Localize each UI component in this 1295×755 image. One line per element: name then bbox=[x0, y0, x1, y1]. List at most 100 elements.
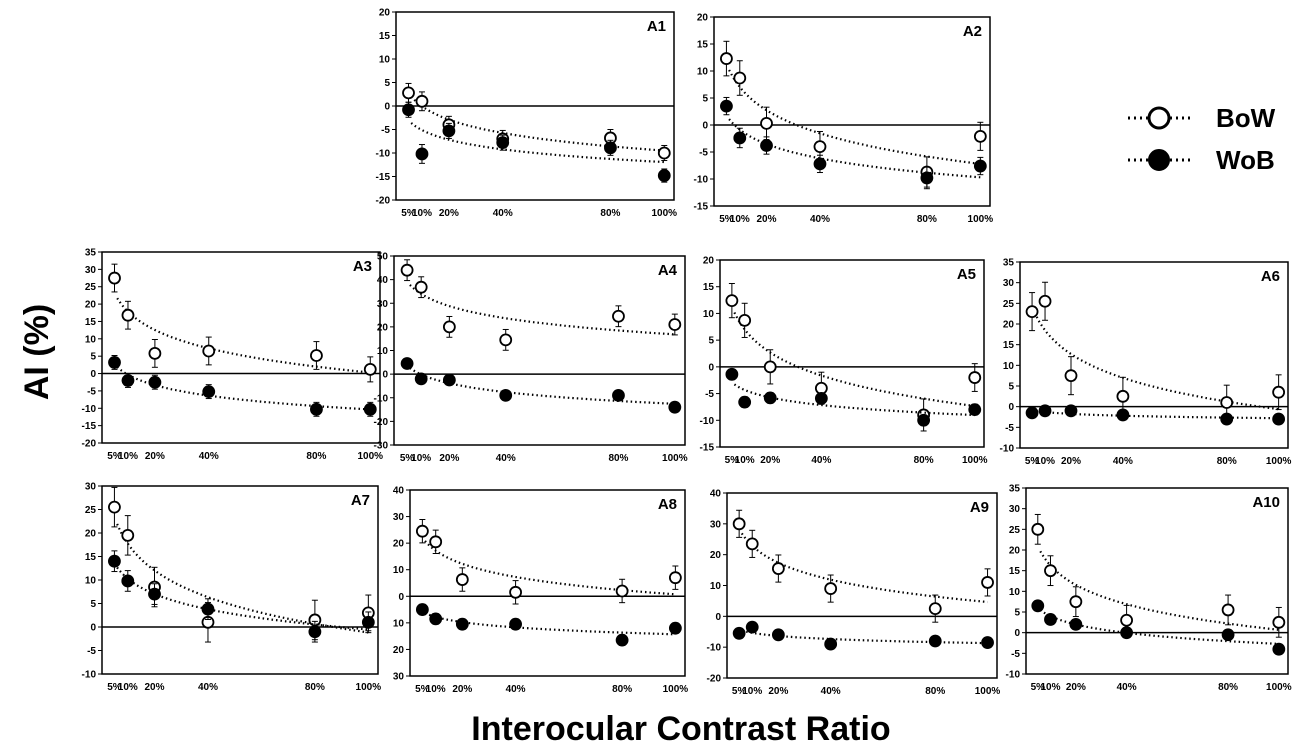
data-point-wob bbox=[310, 402, 323, 416]
data-point-wob bbox=[499, 388, 513, 402]
data-point-wob bbox=[1025, 406, 1039, 420]
data-point-wob bbox=[968, 403, 982, 417]
x-tick-label: 20% bbox=[1066, 682, 1086, 693]
x-tick-label: 5% bbox=[401, 208, 416, 219]
data-point-wob bbox=[668, 400, 682, 414]
data-point-wob bbox=[813, 157, 827, 171]
x-tick-label: 80% bbox=[306, 451, 326, 462]
trend-line-bow bbox=[1039, 550, 1279, 631]
x-tick-label: 80% bbox=[600, 208, 620, 219]
data-point-bow bbox=[1120, 613, 1133, 627]
y-tick-label: 40 bbox=[393, 486, 405, 497]
data-point-wob bbox=[415, 603, 429, 616]
data-point-wob bbox=[1044, 613, 1057, 626]
legend-marker-open-circle bbox=[1147, 106, 1171, 130]
panel-title: A4 bbox=[658, 262, 678, 279]
y-tick-label: 5 bbox=[90, 599, 96, 610]
x-tick-label: 10% bbox=[730, 214, 750, 225]
data-point-wob bbox=[108, 356, 121, 369]
y-tick-label: 25 bbox=[1003, 299, 1015, 310]
trend-line-bow bbox=[116, 297, 371, 374]
plot-frame bbox=[393, 255, 686, 446]
x-tick-label: 20% bbox=[439, 453, 459, 464]
data-point-bow bbox=[415, 94, 429, 108]
data-point-bow bbox=[442, 320, 456, 334]
y-tick-label: 20 bbox=[703, 256, 715, 267]
x-tick-label: 80% bbox=[608, 453, 628, 464]
x-tick-label: 100% bbox=[1266, 682, 1292, 693]
x-tick-label: 80% bbox=[917, 214, 937, 225]
data-point-wob bbox=[604, 141, 617, 155]
data-point-wob bbox=[1069, 618, 1083, 631]
legend-label-wob: WoB bbox=[1216, 145, 1275, 175]
data-point-bow bbox=[725, 294, 739, 308]
trend-line-wob bbox=[424, 612, 676, 636]
x-tick-label: 100% bbox=[357, 451, 383, 462]
trend-line-wob bbox=[410, 122, 665, 164]
data-point-wob bbox=[612, 388, 625, 402]
data-point-wob bbox=[148, 587, 161, 601]
data-point-bow bbox=[813, 140, 827, 154]
data-point-wob bbox=[361, 615, 375, 629]
trend-line-bow bbox=[733, 311, 975, 408]
y-tick-label: 20 bbox=[697, 13, 709, 24]
data-point-wob bbox=[928, 634, 942, 648]
data-point-bow bbox=[733, 71, 747, 85]
y-tick-label: 10 bbox=[393, 618, 405, 629]
trend-line-wob bbox=[116, 366, 371, 411]
y-tick-label: 15 bbox=[85, 552, 97, 563]
x-tick-label: 20% bbox=[452, 684, 472, 695]
x-tick-label: 100% bbox=[962, 455, 988, 466]
data-point-wob bbox=[720, 99, 733, 113]
data-point-bow bbox=[509, 585, 522, 599]
data-point-wob bbox=[738, 395, 752, 409]
data-point-bow bbox=[1044, 564, 1057, 578]
y-tick-label: 30 bbox=[1003, 278, 1015, 289]
x-tick-label: 10% bbox=[426, 684, 446, 695]
y-tick-label: -10 bbox=[82, 404, 97, 415]
y-tick-label: -10 bbox=[1000, 444, 1015, 455]
y-axis-label: AI (%) bbox=[18, 304, 56, 400]
data-point-wob bbox=[771, 628, 785, 642]
data-point-bow bbox=[455, 573, 469, 586]
y-tick-label: 5 bbox=[384, 78, 390, 89]
data-point-wob bbox=[725, 367, 739, 381]
x-tick-label: 20% bbox=[768, 686, 788, 697]
y-tick-label: 30 bbox=[85, 265, 97, 276]
panel-title: A8 bbox=[658, 496, 677, 513]
x-tick-label: 5% bbox=[107, 451, 122, 462]
y-tick-label: 30 bbox=[710, 519, 722, 530]
data-point-wob bbox=[1031, 599, 1045, 613]
x-tick-label: 40% bbox=[198, 682, 218, 693]
x-tick-label: 10% bbox=[411, 453, 431, 464]
panel-title: A5 bbox=[957, 266, 976, 283]
y-tick-label: -20 bbox=[376, 196, 391, 207]
trend-line-wob bbox=[409, 367, 675, 405]
x-tick-label: 10% bbox=[742, 686, 762, 697]
panel-a9: -20 -10 0 10 20 30 40 5%10% 20% 40% 80% 100% A9 bbox=[707, 489, 1001, 698]
trend-line-bow bbox=[728, 69, 981, 165]
y-tick-label: 20 bbox=[710, 550, 722, 561]
data-point-bow bbox=[1064, 369, 1078, 383]
y-tick-label: 15 bbox=[379, 31, 391, 42]
data-point-wob bbox=[760, 139, 773, 152]
x-tick-label: 100% bbox=[1266, 456, 1292, 467]
data-point-wob bbox=[496, 136, 510, 150]
panel-title: A3 bbox=[353, 258, 372, 275]
y-tick-label: 0 bbox=[90, 623, 96, 634]
data-point-wob bbox=[615, 633, 629, 647]
data-point-wob bbox=[1116, 408, 1130, 422]
data-point-bow bbox=[202, 344, 216, 358]
data-point-bow bbox=[745, 537, 759, 551]
y-tick-label: 30 bbox=[393, 672, 405, 683]
data-point-bow bbox=[615, 584, 629, 598]
plot-frame bbox=[1019, 261, 1289, 449]
y-tick-label: -5 bbox=[87, 646, 96, 657]
data-point-wob bbox=[455, 617, 469, 631]
panel-a1: -20 -15 -10 -5 0 5 10 15 20 5%10% 20% 40% 80% 100% A1 bbox=[376, 8, 678, 220]
y-tick-label: 30 bbox=[393, 512, 405, 523]
data-point-bow bbox=[1038, 294, 1052, 308]
y-tick-label: -5 bbox=[705, 389, 714, 400]
x-tick-label: 40% bbox=[199, 451, 219, 462]
data-point-wob bbox=[1221, 628, 1235, 642]
